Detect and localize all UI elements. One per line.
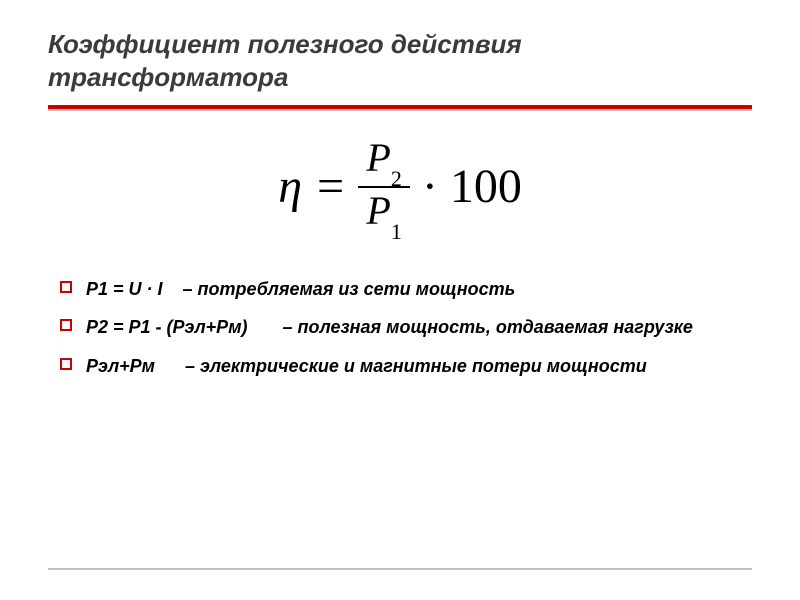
slide: Коэффициент полезного действия трансформ… <box>0 0 800 600</box>
list-item: P2 = P1 - (Pэл+Pм) – полезная мощность, … <box>56 315 752 339</box>
fraction: P2 P1 <box>358 137 409 237</box>
symbol-eta: η <box>278 163 302 211</box>
list-item: P1 = U · I – потребляемая из сети мощнос… <box>56 277 752 301</box>
list-item: Pэл+Pм – электрические и магнитные потер… <box>56 354 752 378</box>
rule-gray-bottom <box>48 568 752 570</box>
def-desc: – потребляемая из сети мощность <box>183 279 516 299</box>
def-desc: – электрические и магнитные потери мощно… <box>185 356 647 376</box>
fraction-denominator: P1 <box>358 190 409 237</box>
def-desc: – полезная мощность, отдаваемая нагрузке <box>283 317 693 337</box>
main-formula: η = P2 P1 · 100 <box>48 137 752 237</box>
num-sub: 2 <box>391 166 402 191</box>
fraction-numerator: P2 <box>358 137 409 184</box>
def-lhs: P2 = P1 - (Pэл+Pм) <box>86 317 248 337</box>
def-lhs: Pэл+Pм <box>86 356 155 376</box>
den-symbol: P <box>366 188 390 233</box>
slide-title: Коэффициент полезного действия трансформ… <box>48 28 752 93</box>
num-symbol: P <box>366 135 390 180</box>
rule-gray-top <box>48 109 752 111</box>
definitions-list: P1 = U · I – потребляемая из сети мощнос… <box>56 277 752 378</box>
symbol-dot: · <box>422 163 438 211</box>
number-100: 100 <box>450 163 522 211</box>
den-sub: 1 <box>391 219 402 244</box>
def-lhs: P1 = U · I <box>86 279 163 299</box>
symbol-equals: = <box>314 163 346 211</box>
title-rule <box>48 105 752 111</box>
